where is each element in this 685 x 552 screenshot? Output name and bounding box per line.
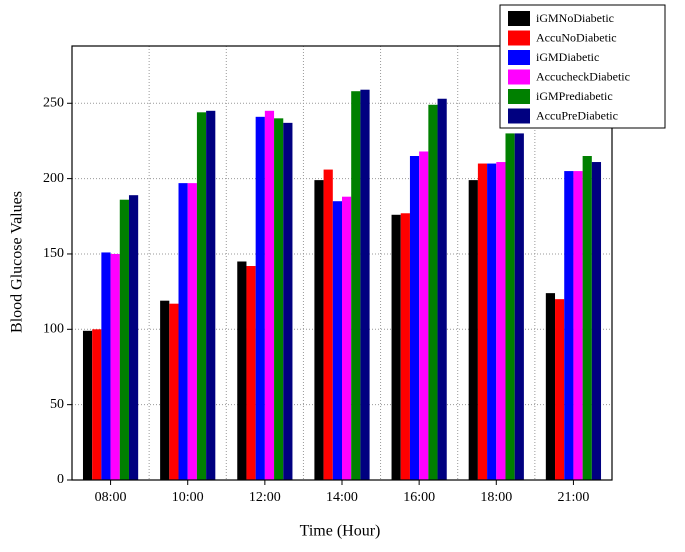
bar <box>391 214 401 480</box>
bar <box>323 169 333 480</box>
legend-label: iGMDiabetic <box>536 50 599 64</box>
x-tick-label: 10:00 <box>172 490 204 505</box>
y-axis-label: Blood Glucose Values <box>9 191 26 333</box>
bar <box>128 195 139 480</box>
bar <box>119 199 129 481</box>
x-tick-label: 08:00 <box>95 490 127 505</box>
bar <box>555 299 565 480</box>
x-tick-label: 16:00 <box>403 490 435 505</box>
legend-label: iGMPrediabetic <box>536 89 613 103</box>
legend-swatch <box>508 30 530 46</box>
bar <box>92 329 102 480</box>
bar <box>283 122 293 481</box>
bar <box>178 183 188 480</box>
bar <box>264 110 275 480</box>
x-tick-label: 18:00 <box>480 490 512 505</box>
bar <box>196 112 207 481</box>
bar <box>477 163 488 480</box>
bar <box>187 183 197 480</box>
bar <box>342 196 352 480</box>
bar <box>314 180 324 481</box>
bar <box>332 201 342 480</box>
x-tick-label: 21:00 <box>557 490 589 505</box>
bar <box>160 300 170 480</box>
bar <box>573 171 583 480</box>
bar <box>246 266 256 480</box>
y-tick-label: 50 <box>50 397 64 412</box>
legend-swatch <box>508 108 530 124</box>
bar <box>468 180 478 481</box>
bar <box>487 163 497 480</box>
legend-label: AccucheckDiabetic <box>536 69 630 83</box>
bar <box>496 162 506 480</box>
x-tick-label: 12:00 <box>249 490 281 505</box>
bar <box>206 110 216 480</box>
x-axis-label: Time (Hour) <box>300 523 381 540</box>
bar <box>255 116 265 480</box>
y-tick-label: 100 <box>43 322 64 337</box>
bar <box>564 171 574 480</box>
legend-label: AccuPreDiabetic <box>536 108 618 122</box>
bar <box>351 91 361 480</box>
bar <box>514 133 524 480</box>
y-tick-label: 150 <box>43 246 64 261</box>
bar <box>400 213 410 481</box>
bar <box>237 261 247 480</box>
bar <box>409 156 420 480</box>
y-tick-label: 250 <box>43 95 64 110</box>
bar <box>582 156 592 480</box>
bar <box>437 98 447 481</box>
x-tick-label: 14:00 <box>326 490 358 505</box>
legend-swatch <box>508 50 530 65</box>
bar <box>419 151 429 480</box>
plot-frame <box>71 45 613 481</box>
legend-label: AccuNoDiabetic <box>536 30 617 44</box>
legend: iGMNoDiabetic AccuNoDiabetic iGMDiabetic Ac… <box>499 4 666 129</box>
bar <box>505 133 515 480</box>
bar <box>169 303 179 480</box>
bar <box>360 89 370 480</box>
legend-label: iGMNoDiabetic <box>536 11 614 25</box>
legend-swatch <box>508 89 530 104</box>
bar <box>545 293 556 480</box>
y-tick-label: 0 <box>57 472 64 487</box>
bar <box>591 162 602 480</box>
bar <box>274 118 284 480</box>
bar <box>110 253 120 480</box>
bar <box>101 252 111 480</box>
bar <box>428 104 438 480</box>
y-tick-label: 200 <box>43 171 64 186</box>
legend-swatch <box>508 69 530 85</box>
bar <box>82 330 93 480</box>
legend-swatch <box>508 11 530 26</box>
